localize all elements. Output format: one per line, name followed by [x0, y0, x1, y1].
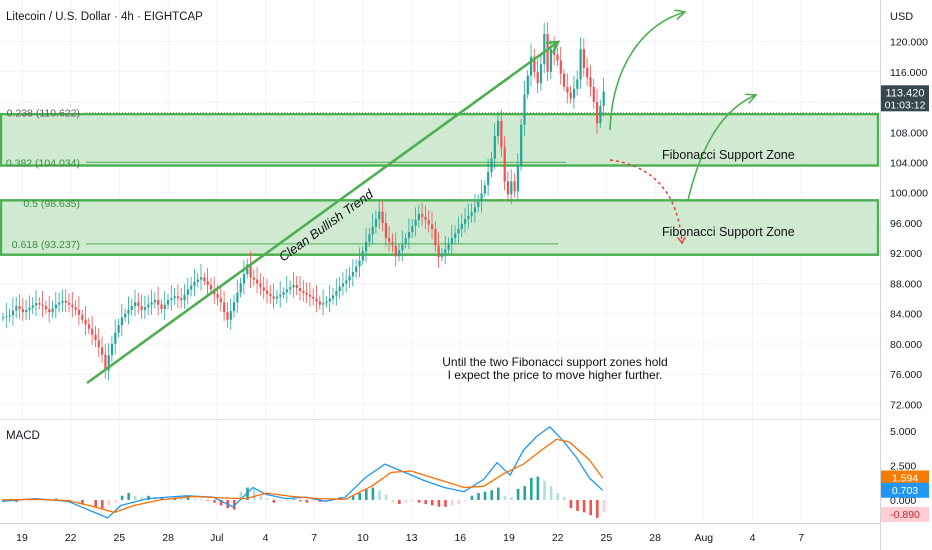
macd-title: MACD — [6, 430, 40, 442]
time-tick-label: 19 — [16, 532, 28, 544]
price-tick-label: 120.000 — [890, 37, 928, 49]
svg-text:0.703: 0.703 — [892, 485, 918, 497]
macd-tick-label: 0.000 — [890, 495, 916, 507]
price-tick-label: 96.000 — [890, 218, 922, 230]
price-tick-label: 108.000 — [890, 127, 928, 139]
projection-arrow-up-1[interactable] — [609, 12, 685, 131]
projection-arrow-pullback[interactable] — [609, 159, 682, 243]
note-line-2: I expect the price to move higher furthe… — [448, 368, 663, 382]
time-tick-label: 22 — [552, 532, 564, 544]
macd-tick-label: 5.000 — [890, 426, 916, 438]
time-tick-label: 10 — [357, 532, 369, 544]
time-tick-label: Aug — [694, 532, 713, 544]
price-tick-label: 100.000 — [890, 188, 928, 200]
zone-label-upper: Fibonacci Support Zone — [662, 148, 795, 162]
fib-level-label: 0.5 (98.635) — [23, 198, 80, 210]
svg-text:113.420: 113.420 — [886, 87, 925, 99]
macd-histogram — [2, 476, 606, 518]
trend-arrowhead-icon — [545, 40, 561, 54]
svg-text:01:03:12: 01:03:12 — [885, 99, 926, 111]
current-price-tag[interactable]: 113.420 01:03:12 — [881, 85, 929, 112]
price-tick-label: 72.000 — [890, 399, 922, 411]
price-tick-label: 116.000 — [890, 67, 927, 79]
currency-label[interactable]: USD — [890, 11, 913, 23]
macd-value-tags: 1.594 0.703 -0.890 — [881, 470, 929, 522]
time-tick-label: 22 — [65, 532, 77, 544]
time-tick-label: 13 — [406, 532, 418, 544]
fib-zone-upper[interactable] — [0, 112, 880, 167]
time-tick-label: 25 — [114, 532, 126, 544]
macd-axis-ticks: 5.000 2.500 0.000 — [890, 426, 916, 507]
price-tick-label: 80.000 — [890, 339, 922, 351]
time-tick-label: 16 — [454, 532, 466, 544]
fib-level-label: 0.382 (104.034) — [6, 157, 80, 169]
bullish-trend-line[interactable] — [86, 40, 559, 385]
grid-lines — [0, 0, 880, 522]
fib-level-label: 0.238 (110.622) — [7, 107, 80, 119]
fib-level-label: 0.618 (93.237) — [12, 239, 80, 251]
svg-text:1.594: 1.594 — [892, 472, 918, 484]
price-candles — [2, 22, 605, 381]
price-tick-label: 88.000 — [890, 278, 922, 290]
signal-line — [1, 438, 604, 514]
price-tick-label: 92.000 — [890, 248, 922, 260]
time-tick-label: 4 — [263, 532, 269, 544]
macd-line — [1, 426, 604, 519]
price-tick-label: 104.000 — [890, 158, 928, 170]
fib-levels: 0.238 (110.622) 0.382 (104.034) 0.5 (98.63… — [6, 107, 880, 251]
time-axis-ticks[interactable]: 19 22 25 28 Jul 4 7 10 13 16 19 22 25 28 Aug 4 7 — [16, 532, 804, 544]
note-line-1: Until the two Fibonacci support zones ho… — [442, 355, 667, 369]
time-tick-label: 25 — [601, 532, 613, 544]
time-tick-label: 7 — [311, 532, 317, 544]
symbol-title: Litecoin / U.S. Dollar · 4h · EIGHTCAP — [6, 11, 203, 23]
time-tick-label: 7 — [798, 532, 804, 544]
macd-tick-label: 2.500 — [890, 460, 916, 472]
time-tick-label: Jul — [210, 532, 223, 544]
zone-label-lower: Fibonacci Support Zone — [662, 225, 795, 239]
time-tick-label: 19 — [503, 532, 515, 544]
price-tick-label: 84.000 — [890, 309, 922, 321]
time-tick-label: 28 — [649, 532, 661, 544]
time-tick-label: 4 — [750, 532, 756, 544]
price-tick-label: 76.000 — [890, 369, 922, 381]
time-tick-label: 28 — [162, 532, 174, 544]
projection-arrow-up-2[interactable] — [687, 95, 756, 201]
svg-text:-0.890: -0.890 — [890, 509, 920, 521]
